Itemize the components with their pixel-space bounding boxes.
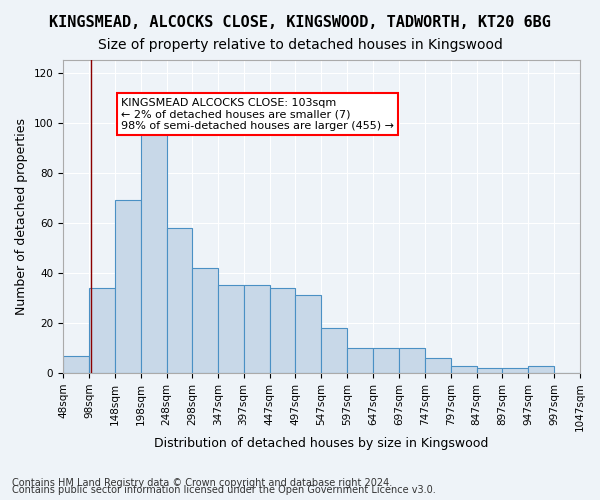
Bar [244, 286, 269, 373]
Bar [140, 130, 167, 373]
Bar [167, 228, 193, 373]
Bar [321, 328, 347, 373]
Bar [193, 268, 218, 373]
Bar [89, 288, 115, 373]
X-axis label: Distribution of detached houses by size in Kingswood: Distribution of detached houses by size … [154, 437, 489, 450]
Bar [63, 356, 89, 373]
Bar [399, 348, 425, 373]
Bar [528, 366, 554, 373]
Bar [502, 368, 528, 373]
Text: KINGSMEAD ALCOCKS CLOSE: 103sqm
← 2% of detached houses are smaller (7)
98% of s: KINGSMEAD ALCOCKS CLOSE: 103sqm ← 2% of … [121, 98, 394, 131]
Text: Contains HM Land Registry data © Crown copyright and database right 2024.: Contains HM Land Registry data © Crown c… [12, 478, 392, 488]
Bar [347, 348, 373, 373]
Bar [295, 296, 321, 373]
Bar [476, 368, 502, 373]
Text: Contains public sector information licensed under the Open Government Licence v3: Contains public sector information licen… [12, 485, 436, 495]
Bar [425, 358, 451, 373]
Bar [269, 288, 295, 373]
Bar [451, 366, 476, 373]
Bar [373, 348, 399, 373]
Bar [115, 200, 140, 373]
Text: Size of property relative to detached houses in Kingswood: Size of property relative to detached ho… [98, 38, 502, 52]
Y-axis label: Number of detached properties: Number of detached properties [15, 118, 28, 315]
Text: KINGSMEAD, ALCOCKS CLOSE, KINGSWOOD, TADWORTH, KT20 6BG: KINGSMEAD, ALCOCKS CLOSE, KINGSWOOD, TAD… [49, 15, 551, 30]
Bar [218, 286, 244, 373]
